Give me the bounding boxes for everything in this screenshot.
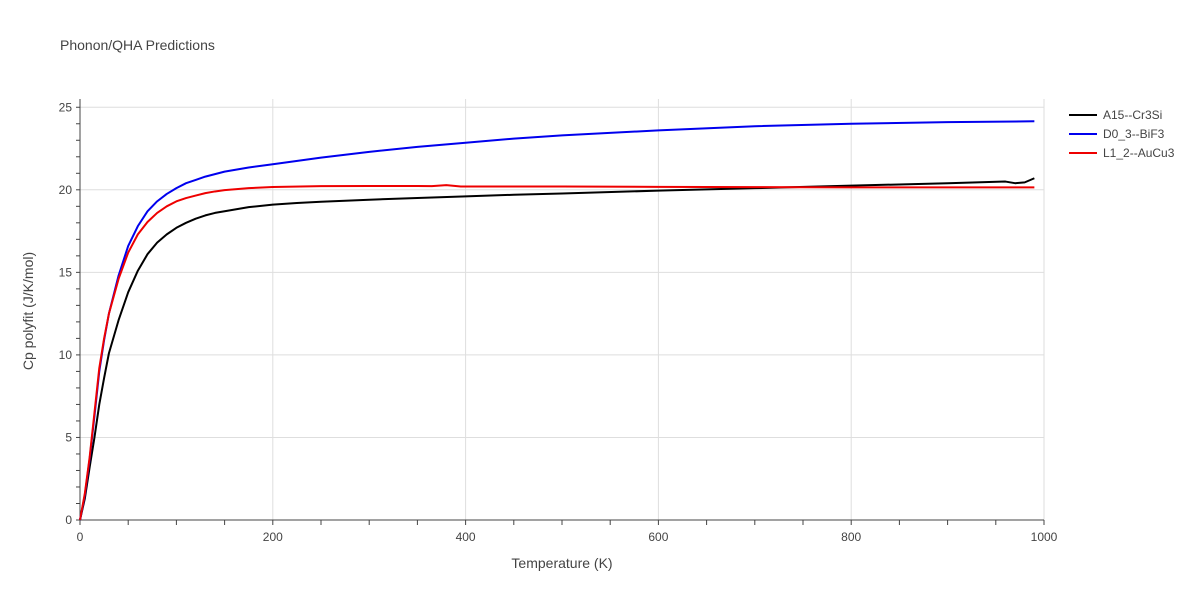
legend-label: D0_3--BiF3	[1103, 127, 1165, 141]
legend-label: L1_2--AuCu3	[1103, 146, 1175, 160]
legend-label: A15--Cr3Si	[1103, 108, 1162, 122]
y-tick-label: 10	[59, 348, 73, 362]
legend-item[interactable]: D0_3--BiF3	[1069, 127, 1165, 141]
chart-title: Phonon/QHA Predictions	[60, 37, 215, 53]
series-line-D0_3--BiF3	[79, 120, 1035, 521]
series-line-A15--Cr3Si	[79, 177, 1035, 521]
y-tick-label: 15	[59, 265, 73, 279]
y-tick-label: 5	[65, 430, 72, 444]
x-tick-label: 800	[841, 530, 861, 544]
x-tick-label: 600	[648, 530, 668, 544]
legend-item[interactable]: A15--Cr3Si	[1069, 108, 1162, 122]
series-line-L1_2--AuCu3	[79, 184, 1035, 521]
x-axis-title: Temperature (K)	[511, 555, 612, 571]
legend-item[interactable]: L1_2--AuCu3	[1069, 146, 1175, 160]
grid-lines	[80, 99, 1045, 520]
x-tick-label: 200	[263, 530, 283, 544]
legend[interactable]: A15--Cr3Si D0_3--BiF3 L1_2--AuCu3	[1069, 108, 1175, 160]
axes	[76, 99, 1045, 525]
y-tick-label: 0	[65, 513, 72, 527]
y-axis-title: Cp polyfit (J/K/mol)	[20, 252, 36, 370]
x-tick-label: 400	[456, 530, 476, 544]
y-tick-label: 20	[59, 183, 73, 197]
tick-labels: 0 200 400 600 800 1000 0 5 10 15 20 25	[59, 100, 1058, 544]
x-tick-label: 1000	[1031, 530, 1058, 544]
y-tick-label: 25	[59, 100, 73, 114]
x-tick-label: 0	[77, 530, 84, 544]
series-lines	[79, 120, 1035, 521]
